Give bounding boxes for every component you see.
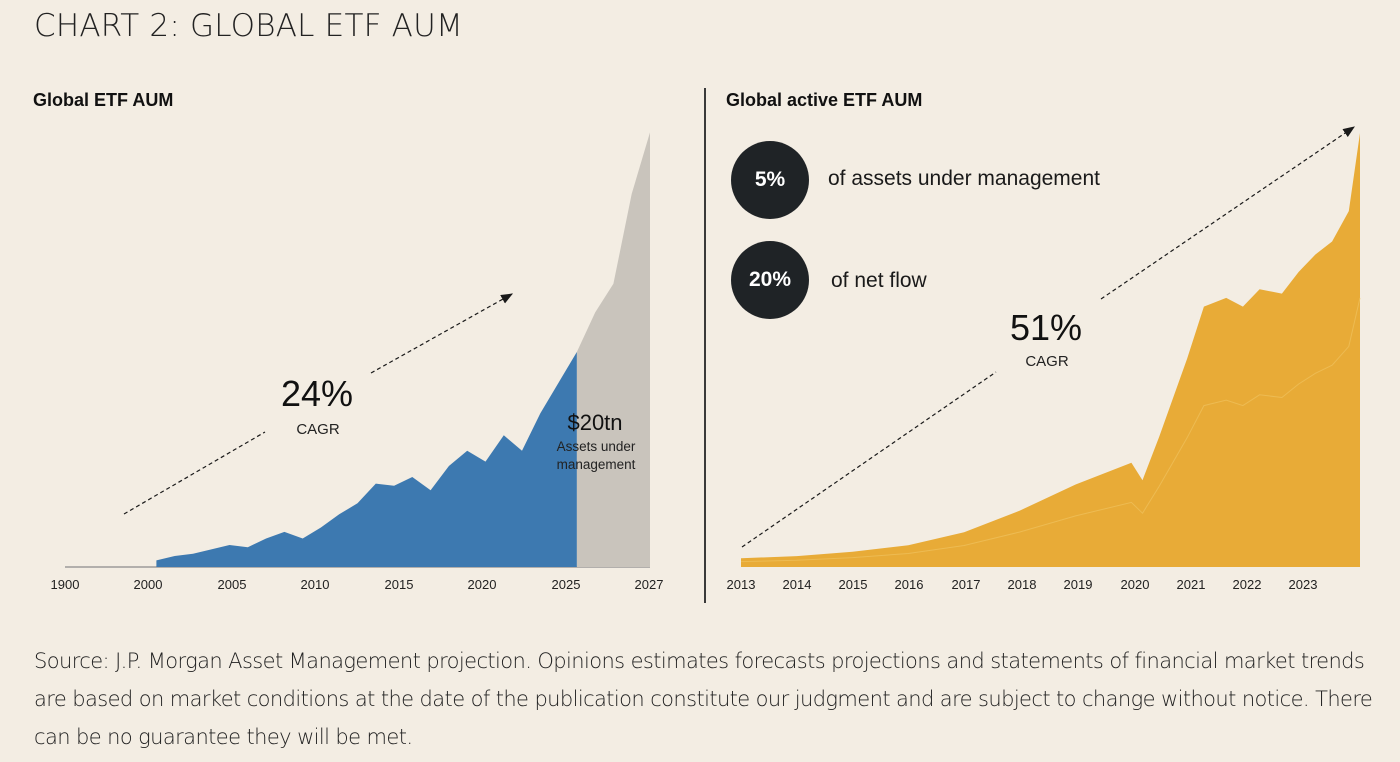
right-cagr-arrow-lower — [741, 371, 997, 548]
net-flow-bubble: 20% — [731, 241, 809, 319]
global-active-etf-aum-chart: 2013 2014 2015 2016 2017 2018 2019 2020 2021 2022… — [727, 133, 1361, 592]
right-x-tick: 2023 — [1289, 577, 1318, 592]
right-x-tick: 2014 — [783, 577, 812, 592]
left-cagr-arrow-lower — [123, 431, 266, 515]
right-x-tick: 2016 — [895, 577, 924, 592]
right-chart-title: Global active ETF AUM — [726, 90, 923, 110]
left-x-tick: 2025 — [552, 577, 581, 592]
right-x-tick: 2019 — [1064, 577, 1093, 592]
aum-share-text: of assets under management — [828, 167, 1100, 190]
right-cagr-arrow-upper — [1100, 126, 1355, 300]
left-cagr-label: CAGR — [296, 421, 340, 438]
projection-label-line1: Assets under — [557, 439, 636, 454]
left-x-tick: 2000 — [134, 577, 163, 592]
global-etf-aum-chart: 1900 2000 2005 2010 2015 2020 2025 2027 — [51, 132, 664, 592]
source-note: Source: J.P. Morgan Asset Management pro… — [34, 649, 1373, 749]
projection-label-line2: management — [557, 457, 636, 472]
right-x-tick: 2017 — [952, 577, 981, 592]
right-cagr-value: 51% — [1010, 307, 1082, 348]
right-x-tick: 2020 — [1121, 577, 1150, 592]
left-cagr-arrow-upper — [370, 293, 514, 374]
left-cagr-value: 24% — [281, 373, 353, 414]
left-area-projection — [576, 132, 650, 567]
left-chart-title: Global ETF AUM — [33, 90, 174, 110]
right-x-tick: 2018 — [1008, 577, 1037, 592]
right-cagr-label: CAGR — [1025, 353, 1069, 370]
left-x-tick: 2010 — [301, 577, 330, 592]
right-x-tick: 2013 — [727, 577, 756, 592]
left-x-tick: 2005 — [218, 577, 247, 592]
right-area-series — [741, 133, 1360, 567]
left-x-tick: 1900 — [51, 577, 80, 592]
charts-canvas: 1900 2000 2005 2010 2015 2020 2025 2027 2013 201… — [51, 126, 1361, 592]
right-x-tick: 2015 — [839, 577, 868, 592]
net-flow-text: of net flow — [831, 269, 927, 292]
projection-value: $20tn — [567, 410, 622, 435]
panel-divider — [704, 88, 706, 603]
left-area-historical — [156, 351, 577, 567]
right-x-tick: 2021 — [1177, 577, 1206, 592]
right-area-highlight — [740, 297, 1361, 563]
left-x-tick: 2027 — [635, 577, 664, 592]
right-x-tick: 2022 — [1233, 577, 1262, 592]
page-title: CHART 2: GLOBAL ETF AUM — [34, 8, 463, 44]
left-x-tick: 2015 — [385, 577, 414, 592]
aum-share-bubble: 5% — [731, 141, 809, 219]
left-x-tick: 2020 — [468, 577, 497, 592]
